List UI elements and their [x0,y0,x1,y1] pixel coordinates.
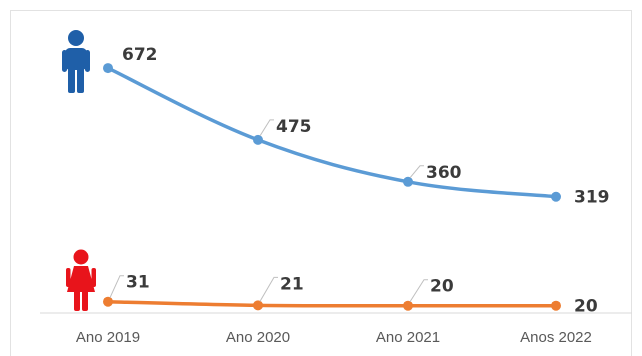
chart-frame [10,10,632,356]
data-point [103,63,113,74]
data-label: 31 [126,273,150,293]
data-point [403,300,413,311]
x-tick-label: Anos 2022 [520,329,592,346]
series-line [106,66,558,199]
label-leader-line [409,279,428,302]
label-leader-line [259,276,278,302]
data-label: 319 [574,188,610,208]
data-label: 21 [280,274,304,294]
data-label: 20 [430,277,454,297]
data-label: 20 [574,297,598,317]
x-tick-labels: Ano 2019 Ano 2020 Ano 2021 Anos 2022 [76,329,592,346]
series-2: 31 21 20 20 [103,273,598,317]
data-point [253,300,263,311]
label-leader-line [409,165,424,179]
series-line [106,299,558,308]
series-1: 672 475 360 319 [103,45,610,208]
female-person-icon [66,249,96,311]
data-point [253,134,263,145]
data-label: 475 [276,117,312,137]
data-point [551,300,561,311]
data-point [403,176,413,187]
male-person-icon [62,30,90,93]
x-tick-label: Ano 2020 [226,329,290,346]
label-leader-line [109,275,124,298]
data-point [103,296,113,307]
series-layer: 672 475 360 319 31 21 20 20 [103,45,610,317]
x-tick-label: Ano 2021 [376,329,440,346]
label-leader-line [259,119,274,137]
data-label: 360 [426,163,462,183]
x-tick-label: Ano 2019 [76,329,140,346]
data-label: 672 [122,45,158,65]
data-point [551,191,561,202]
